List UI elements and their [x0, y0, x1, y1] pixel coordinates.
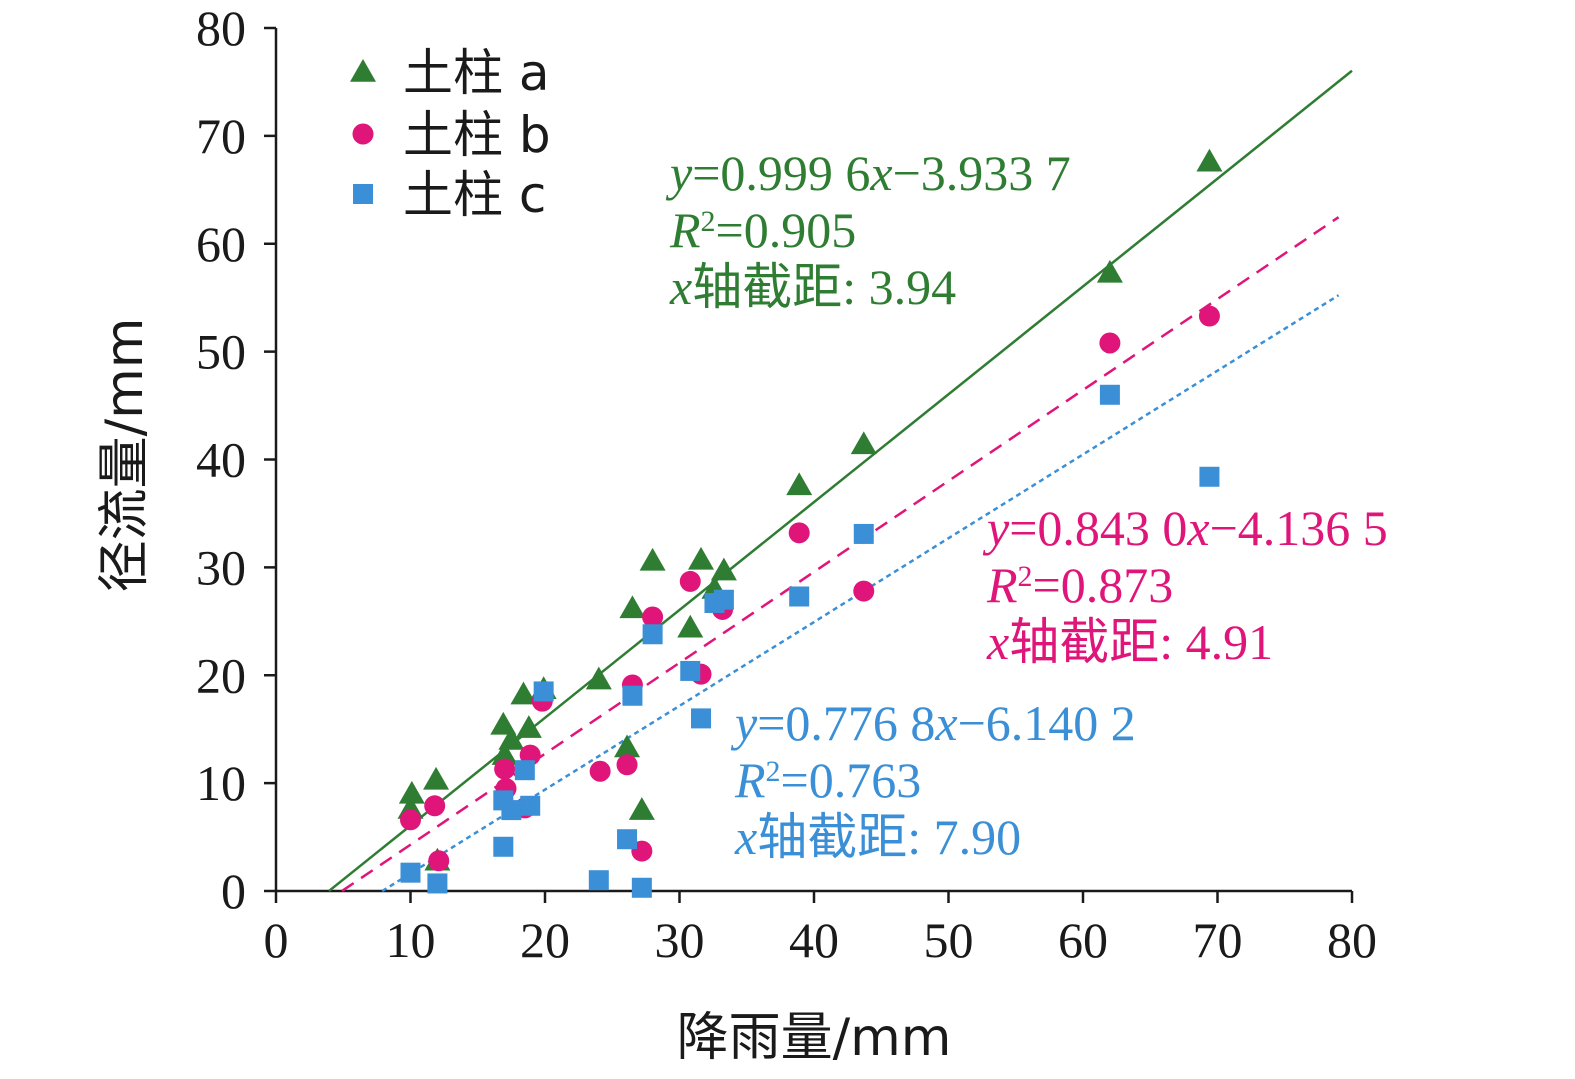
data-point-triangle — [1196, 148, 1223, 172]
data-point-square — [427, 873, 448, 894]
data-point-circle — [642, 606, 664, 628]
y-tick-label: 0 — [221, 863, 246, 919]
r-squared-series-2: R2=0.873 — [986, 557, 1173, 613]
data-point-square — [520, 795, 541, 816]
data-point-triangle — [498, 726, 525, 750]
x-intercept-series-2: x轴截距: 4.91 — [986, 614, 1273, 670]
x-tick-label: 40 — [789, 912, 839, 968]
data-point-square — [1099, 384, 1120, 405]
data-point-circle — [1198, 305, 1220, 327]
data-point-triangle — [688, 546, 715, 570]
data-point-square — [588, 870, 609, 891]
trendline-series-3 — [381, 294, 1340, 893]
x-tick-label: 30 — [655, 912, 705, 968]
data-point-square — [617, 829, 638, 850]
trendline-series-2 — [341, 216, 1340, 893]
data-point-triangle — [398, 780, 425, 804]
trendline-equation-series-3: y=0.776 8x−6.140 2 — [730, 695, 1136, 751]
data-point-triangle — [628, 797, 655, 820]
r-squared-series-1: R2=0.905 — [669, 202, 856, 258]
x-tick-label: 80 — [1327, 912, 1377, 968]
data-point-circle — [853, 580, 875, 602]
legend-marker-triangle — [350, 59, 376, 82]
trendline-equation-series-1: y=0.999 6x−3.933 7 — [665, 145, 1071, 201]
data-points — [397, 148, 1223, 898]
y-tick-label: 60 — [196, 216, 246, 272]
data-point-circle — [1099, 332, 1121, 354]
x-tick-label: 70 — [1193, 912, 1243, 968]
data-point-triangle — [850, 431, 877, 455]
x-intercept-series-3: x轴截距: 7.90 — [734, 809, 1021, 865]
data-point-square — [713, 589, 734, 610]
x-tick-label: 20 — [520, 912, 570, 968]
data-point-circle — [788, 522, 810, 544]
data-point-square — [631, 877, 652, 898]
data-point-triangle — [1096, 259, 1123, 283]
data-point-circle — [589, 760, 611, 782]
y-tick-label: 40 — [196, 432, 246, 488]
y-tick-label: 30 — [196, 539, 246, 595]
x-tick-label: 10 — [386, 912, 436, 968]
data-point-circle — [400, 809, 421, 831]
y-ticks: 0 10 20 30 40 50 60 70 80 — [196, 0, 276, 919]
data-point-triangle — [491, 742, 518, 765]
data-point-triangle — [510, 681, 537, 705]
data-point-square — [853, 523, 874, 544]
data-point-circle — [616, 754, 638, 776]
data-point-triangle — [786, 472, 813, 496]
series-3-points — [400, 384, 1220, 898]
x-axis-label: 降雨量/mm — [677, 1008, 952, 1068]
y-tick-label: 70 — [196, 108, 246, 164]
y-axis-label: 径流量/mm — [95, 318, 155, 593]
legend-marker-square — [353, 184, 373, 204]
legend-label-series-1: 土柱 a — [403, 44, 550, 102]
trendline-equation-series-2: y=0.843 0x−4.136 5 — [982, 500, 1388, 556]
x-tick-label: 0 — [264, 912, 289, 968]
legend-marker-circle — [352, 123, 374, 145]
data-point-triangle — [639, 547, 666, 571]
y-tick-label: 10 — [196, 755, 246, 811]
data-point-square — [533, 681, 554, 702]
data-point-square — [691, 708, 712, 729]
data-point-square — [501, 800, 522, 821]
legend-label-series-2: 土柱 b — [403, 106, 551, 164]
data-point-circle — [424, 795, 446, 817]
data-point-triangle — [585, 666, 612, 690]
data-point-circle — [494, 758, 516, 780]
data-point-triangle — [515, 715, 542, 738]
x-tick-label: 60 — [1058, 912, 1108, 968]
data-point-square — [400, 862, 421, 883]
data-point-triangle — [677, 614, 704, 638]
x-tick-label: 50 — [924, 912, 974, 968]
data-point-square — [622, 685, 643, 706]
data-point-circle — [679, 570, 701, 592]
data-point-square — [493, 836, 514, 857]
data-point-triangle — [614, 734, 641, 758]
data-point-triangle — [423, 766, 450, 790]
data-point-triangle — [710, 557, 737, 581]
x-ticks: 0 10 20 30 40 50 60 70 80 — [264, 891, 1377, 968]
r-squared-series-3: R2=0.763 — [734, 752, 921, 808]
axes: 0 10 20 30 40 50 60 70 80 0 10 20 30 40 50 60 70 80 — [196, 0, 1377, 968]
y-tick-label: 20 — [196, 647, 246, 703]
legend-label-series-3: 土柱 c — [403, 166, 546, 224]
x-intercept-series-1: x轴截距: 3.94 — [669, 259, 956, 315]
data-point-square — [514, 760, 535, 781]
data-point-square — [642, 624, 663, 645]
y-tick-label: 80 — [196, 0, 246, 56]
data-point-triangle — [619, 595, 646, 619]
data-point-triangle — [490, 711, 517, 735]
data-point-square — [789, 586, 810, 607]
y-tick-label: 50 — [196, 324, 246, 380]
legend: 土柱 a土柱 b土柱 c — [350, 44, 551, 224]
data-point-square — [680, 660, 701, 681]
data-point-circle — [428, 850, 450, 872]
data-point-square — [1199, 466, 1220, 487]
